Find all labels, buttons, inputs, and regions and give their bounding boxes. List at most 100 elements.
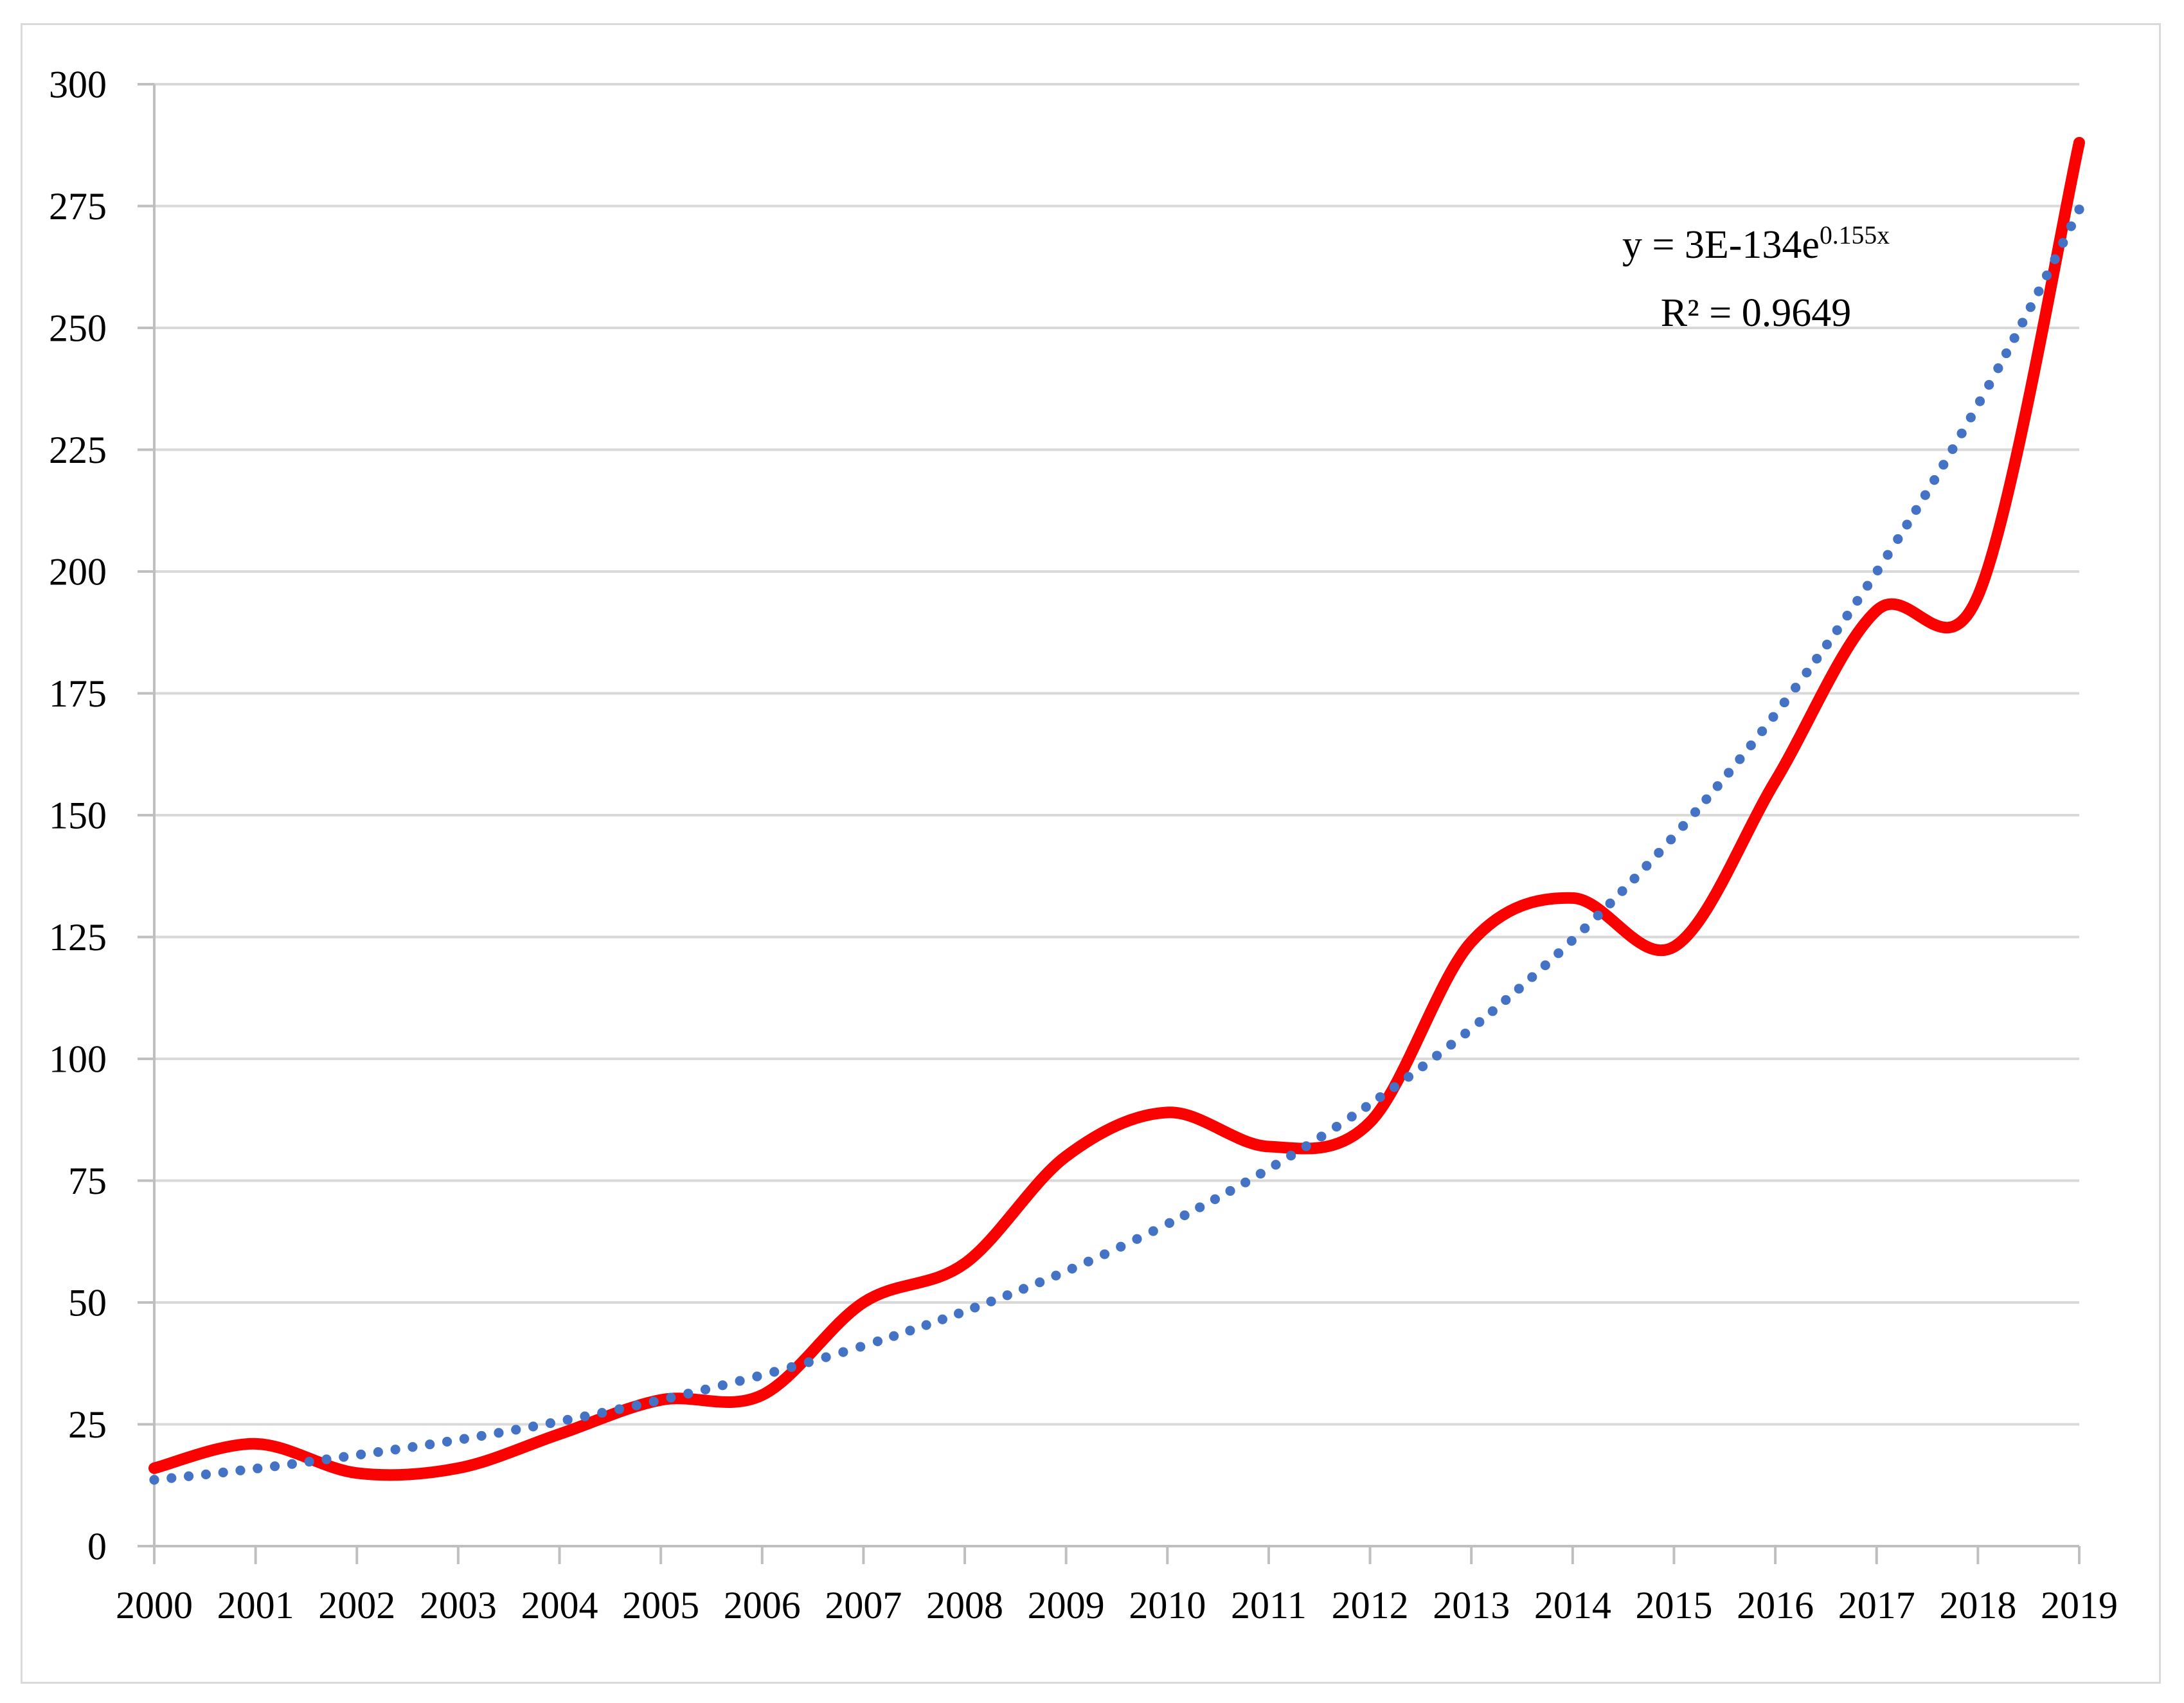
trendline-dot bbox=[986, 1296, 996, 1307]
trendline-dot bbox=[1812, 653, 1822, 664]
trendline-dot bbox=[2009, 333, 2019, 343]
trendline-dot bbox=[373, 1447, 383, 1457]
trendline-dot bbox=[1527, 972, 1537, 982]
trendline-dot bbox=[183, 1471, 194, 1481]
trendline-dot bbox=[1501, 995, 1511, 1005]
y-tick-label: 275 bbox=[49, 185, 107, 228]
trendline-dot bbox=[1642, 861, 1652, 871]
trendline-dot bbox=[1099, 1249, 1110, 1259]
trendline-dot bbox=[1883, 550, 1893, 560]
trendline-dot bbox=[838, 1347, 848, 1357]
trendline-dot bbox=[649, 1396, 659, 1407]
trendline-dot bbox=[1316, 1131, 1327, 1142]
trendline-dot bbox=[1083, 1256, 1093, 1266]
trendline-dot bbox=[735, 1376, 745, 1386]
trendline-dot bbox=[166, 1473, 177, 1483]
trendline-dot bbox=[1002, 1290, 1012, 1301]
x-tick-label: 2000 bbox=[116, 1584, 193, 1626]
trendline-dot bbox=[1389, 1082, 1400, 1092]
trendline-dot bbox=[970, 1302, 980, 1313]
y-tick-label: 300 bbox=[49, 63, 107, 105]
x-tick-label: 2006 bbox=[724, 1584, 801, 1626]
y-tick-label: 0 bbox=[87, 1525, 107, 1567]
trendline-dot bbox=[1347, 1112, 1357, 1122]
trendline-dot bbox=[1018, 1284, 1029, 1294]
x-tick-label: 2013 bbox=[1433, 1584, 1510, 1626]
trendline-dot bbox=[1984, 380, 1994, 390]
trendline-dot bbox=[1474, 1017, 1485, 1027]
trendline-dot bbox=[1580, 923, 1590, 933]
trendline-dot bbox=[218, 1467, 228, 1477]
trendline-dot bbox=[1403, 1072, 1414, 1082]
trendline-dot bbox=[1974, 396, 1985, 406]
trendline-dot bbox=[1593, 910, 1603, 921]
trendline-dot bbox=[921, 1320, 931, 1330]
trendline-dot bbox=[1947, 444, 1958, 455]
trendline-dot bbox=[1965, 412, 1976, 422]
trendline-dot bbox=[1210, 1194, 1221, 1204]
trendline-dot bbox=[1821, 639, 1832, 650]
x-axis-ticks bbox=[153, 1546, 2081, 1564]
trendline-dot bbox=[580, 1411, 590, 1421]
trendline-dot bbox=[1417, 1061, 1428, 1072]
x-tick-label: 2005 bbox=[622, 1584, 699, 1626]
trendline-dot bbox=[953, 1308, 964, 1319]
trendline-dot bbox=[407, 1442, 418, 1452]
trendline-dot bbox=[1375, 1092, 1385, 1103]
y-tick-label: 75 bbox=[68, 1160, 107, 1202]
trendline-dot bbox=[2025, 302, 2036, 312]
trendline-dot bbox=[2058, 238, 2068, 248]
trendline-dot bbox=[253, 1463, 263, 1473]
trendline-dot bbox=[2001, 348, 2012, 359]
trendline-dot bbox=[1271, 1160, 1281, 1170]
trendline-dot bbox=[1051, 1270, 1061, 1281]
trendline-dot bbox=[201, 1469, 211, 1479]
y-axis-ticks bbox=[138, 83, 154, 1547]
trendline-dot bbox=[889, 1331, 899, 1341]
trendline-dot bbox=[597, 1407, 607, 1418]
trendline-dot bbox=[1746, 740, 1756, 750]
trendline-dot bbox=[1802, 667, 1812, 678]
y-tick-label: 225 bbox=[49, 429, 107, 471]
trendline-dot bbox=[803, 1357, 814, 1367]
trendline-dot bbox=[821, 1352, 831, 1362]
trendline-dot bbox=[339, 1452, 349, 1462]
trendline-dot bbox=[1035, 1277, 1045, 1288]
trendline-dot bbox=[1629, 874, 1640, 884]
trendline-dot bbox=[1195, 1202, 1205, 1212]
trendline-dot bbox=[1566, 935, 1577, 946]
trendline-dot bbox=[2041, 270, 2052, 280]
trendline-dot bbox=[752, 1371, 762, 1382]
trendline-dot bbox=[1938, 460, 1949, 470]
y-tick-label: 150 bbox=[49, 794, 107, 836]
x-tick-label: 2011 bbox=[1231, 1584, 1307, 1626]
trendline-dot bbox=[1956, 428, 1967, 438]
trendline-dot bbox=[1712, 781, 1723, 791]
trendline-dot bbox=[425, 1439, 435, 1450]
trendline-equation-line1: y = 3E-134e0.155x bbox=[1622, 213, 1890, 282]
trendline-dot bbox=[1690, 807, 1701, 817]
trendline-dot bbox=[287, 1459, 297, 1469]
trendline-dot bbox=[1255, 1169, 1266, 1179]
trendline-dot bbox=[666, 1392, 676, 1403]
x-tick-label: 2010 bbox=[1129, 1584, 1206, 1626]
trendline-dot bbox=[304, 1457, 314, 1467]
x-tick-label: 2016 bbox=[1737, 1584, 1814, 1626]
trendline-dot bbox=[1286, 1150, 1296, 1161]
trendline-dot bbox=[1723, 768, 1734, 778]
trendline-dot bbox=[700, 1384, 711, 1394]
trendline-dot bbox=[1929, 475, 1940, 485]
y-tick-label: 200 bbox=[49, 550, 107, 593]
trendline-dot bbox=[1993, 363, 2003, 374]
trendline-dot bbox=[1240, 1177, 1251, 1187]
trendline-dot bbox=[1301, 1141, 1311, 1151]
trendline-dot bbox=[1842, 610, 1852, 621]
trendline-dot bbox=[1735, 754, 1745, 764]
trendline-dot bbox=[1872, 565, 1883, 575]
trendline-dot bbox=[631, 1400, 641, 1410]
x-tick-label: 2002 bbox=[318, 1584, 395, 1626]
equation-exponent: 0.155x bbox=[1819, 221, 1890, 250]
trendline-dot bbox=[786, 1362, 797, 1373]
